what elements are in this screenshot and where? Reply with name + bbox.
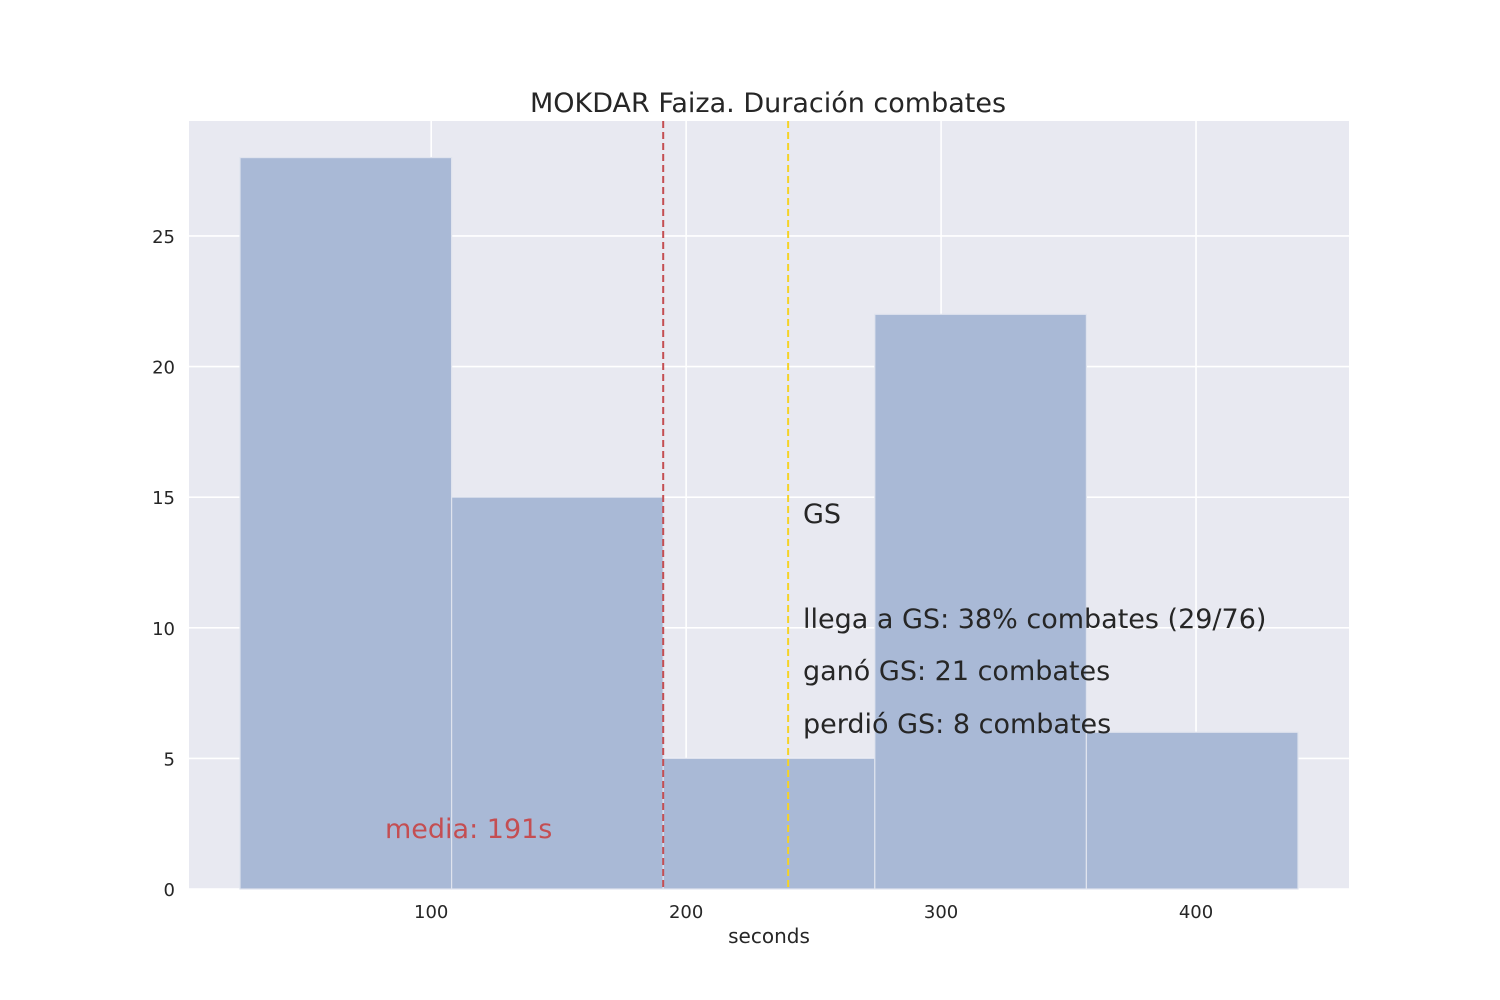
- gs-lost-annotation: perdió GS: 8 combates: [803, 709, 1111, 740]
- reference-lines: [662, 121, 790, 889]
- gs-annotation-title: GS: [803, 499, 841, 530]
- histogram-bar: [874, 313, 1088, 890]
- x-tick-label: 200: [669, 902, 703, 923]
- histogram-bar: [450, 496, 664, 890]
- x-tick-label: 400: [1179, 902, 1213, 923]
- y-tick-label: 20: [152, 358, 175, 379]
- histogram-bar: [1085, 731, 1299, 890]
- x-axis-label: seconds: [728, 924, 810, 948]
- y-tick-label: 25: [152, 227, 175, 248]
- histogram-bars: [239, 156, 1299, 890]
- y-tick-label: 5: [164, 749, 175, 770]
- y-axis-ticks: 0 5 10 15 20 25: [152, 227, 175, 901]
- x-tick-label: 100: [414, 902, 448, 923]
- y-tick-label: 10: [152, 619, 175, 640]
- chart-title: MOKDAR Faiza. Duración combates: [530, 88, 1006, 119]
- x-tick-label: 300: [924, 902, 958, 923]
- histogram-bar: [239, 156, 453, 890]
- y-tick-label: 15: [152, 488, 175, 509]
- gs-won-annotation: ganó GS: 21 combates: [803, 656, 1110, 687]
- y-tick-label: 0: [164, 880, 175, 901]
- x-axis-ticks: 100 200 300 400: [414, 902, 1213, 923]
- histogram-bar: [662, 757, 876, 890]
- mean-annotation: media: 191s: [385, 814, 552, 845]
- gs-reach-annotation: llega a GS: 38% combates (29/76): [803, 604, 1266, 635]
